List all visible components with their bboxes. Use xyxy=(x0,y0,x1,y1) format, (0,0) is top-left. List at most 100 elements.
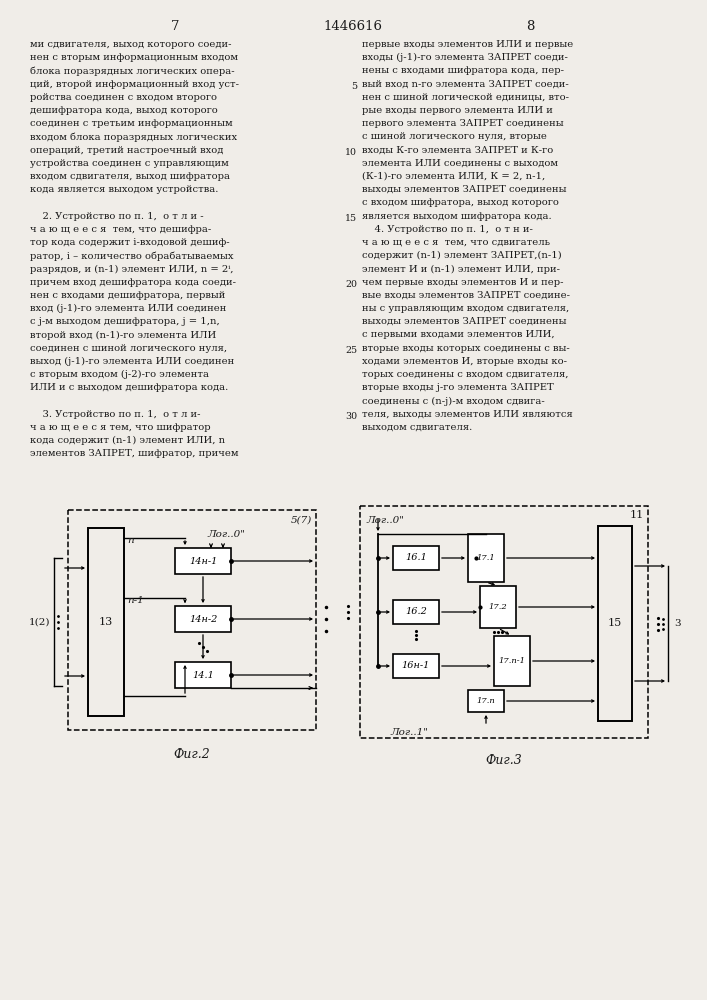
Text: вход (j-1)-го элемента ИЛИ соединен: вход (j-1)-го элемента ИЛИ соединен xyxy=(30,304,226,313)
Polygon shape xyxy=(393,546,439,570)
Text: выходом сдвигателя.: выходом сдвигателя. xyxy=(362,423,472,432)
Text: 25: 25 xyxy=(345,346,357,355)
Text: 13: 13 xyxy=(99,617,113,627)
Text: 8: 8 xyxy=(526,20,534,33)
Text: 2. Устройство по п. 1,  о т л и -: 2. Устройство по п. 1, о т л и - xyxy=(30,212,204,221)
Text: 7: 7 xyxy=(171,20,180,33)
Text: ИЛИ и с выходом дешифратора кода.: ИЛИ и с выходом дешифратора кода. xyxy=(30,383,228,392)
Text: n: n xyxy=(127,536,134,545)
Text: кода является выходом устройства.: кода является выходом устройства. xyxy=(30,185,218,194)
Text: вые входы элементов ЗАПРЕТ соедине-: вые входы элементов ЗАПРЕТ соедине- xyxy=(362,291,570,300)
Text: причем вход дешифратора кода соеди-: причем вход дешифратора кода соеди- xyxy=(30,278,236,287)
Text: ходами элементов И, вторые входы ко-: ходами элементов И, вторые входы ко- xyxy=(362,357,567,366)
Text: нены с входами шифратора кода, пер-: нены с входами шифратора кода, пер- xyxy=(362,66,564,75)
Polygon shape xyxy=(494,636,530,686)
Text: нен с вторым информационным входом: нен с вторым информационным входом xyxy=(30,53,238,62)
Text: ч а ю щ е е с я  тем, что сдвигатель: ч а ю щ е е с я тем, что сдвигатель xyxy=(362,238,550,247)
Text: 20: 20 xyxy=(345,280,357,289)
Polygon shape xyxy=(393,654,439,678)
Text: 17.n-1: 17.n-1 xyxy=(498,657,525,665)
Text: кода содержит (n-1) элемент ИЛИ, n: кода содержит (n-1) элемент ИЛИ, n xyxy=(30,436,225,445)
Text: вый вход n-го элемента ЗАПРЕТ соеди-: вый вход n-го элемента ЗАПРЕТ соеди- xyxy=(362,80,568,89)
Text: дешифратора кода, выход которого: дешифратора кода, выход которого xyxy=(30,106,218,115)
Text: 14н-1: 14н-1 xyxy=(189,556,217,566)
Text: первого элемента ЗАПРЕТ соединены: первого элемента ЗАПРЕТ соединены xyxy=(362,119,563,128)
Text: блока поразрядных логических опера-: блока поразрядных логических опера- xyxy=(30,66,235,76)
Polygon shape xyxy=(468,690,504,712)
Text: ч а ю щ е е с я  тем, что дешифра-: ч а ю щ е е с я тем, что дешифра- xyxy=(30,225,211,234)
Text: 16.2: 16.2 xyxy=(405,607,427,616)
Text: ройства соединен с входом второго: ройства соединен с входом второго xyxy=(30,93,217,102)
Text: Лог..0": Лог..0" xyxy=(366,516,404,525)
Text: устройства соединен с управляющим: устройства соединен с управляющим xyxy=(30,159,229,168)
Text: ций, второй информационный вход уст-: ций, второй информационный вход уст- xyxy=(30,80,239,89)
Text: 17.n: 17.n xyxy=(477,697,496,705)
Text: разрядов, и (n-1) элемент ИЛИ, n = 2ⁱ,: разрядов, и (n-1) элемент ИЛИ, n = 2ⁱ, xyxy=(30,264,233,274)
Text: элемент И и (n-1) элемент ИЛИ, при-: элемент И и (n-1) элемент ИЛИ, при- xyxy=(362,264,560,274)
Text: соединен с третьим информационным: соединен с третьим информационным xyxy=(30,119,233,128)
Text: Лог..0": Лог..0" xyxy=(207,530,245,539)
Text: с шиной логического нуля, вторые: с шиной логического нуля, вторые xyxy=(362,132,547,141)
Text: 17.2: 17.2 xyxy=(489,603,508,611)
Text: 10: 10 xyxy=(345,148,357,157)
Text: с вторым входом (j-2)-го элемента: с вторым входом (j-2)-го элемента xyxy=(30,370,209,379)
Text: ны с управляющим входом сдвигателя,: ны с управляющим входом сдвигателя, xyxy=(362,304,569,313)
Text: чем первые входы элементов И и пер-: чем первые входы элементов И и пер- xyxy=(362,278,563,287)
Text: (К-1)-го элемента ИЛИ, К = 2, n-1,: (К-1)-го элемента ИЛИ, К = 2, n-1, xyxy=(362,172,545,181)
Text: 3. Устройство по п. 1,  о т л и-: 3. Устройство по п. 1, о т л и- xyxy=(30,410,201,419)
Text: 17.1: 17.1 xyxy=(477,554,496,562)
Text: соединены с (n-j)-м входом сдвига-: соединены с (n-j)-м входом сдвига- xyxy=(362,396,545,406)
Text: вторые входы которых соединены с вы-: вторые входы которых соединены с вы- xyxy=(362,344,570,353)
Text: ми сдвигателя, выход которого соеди-: ми сдвигателя, выход которого соеди- xyxy=(30,40,231,49)
Text: 14.1: 14.1 xyxy=(192,670,214,680)
Polygon shape xyxy=(480,586,516,628)
Text: n-1: n-1 xyxy=(127,596,144,605)
Polygon shape xyxy=(175,662,231,688)
Text: 1(2): 1(2) xyxy=(28,617,50,626)
Text: 30: 30 xyxy=(345,412,357,421)
Text: ч а ю щ е е с я тем, что шифратор: ч а ю щ е е с я тем, что шифратор xyxy=(30,423,211,432)
Text: Фиг.2: Фиг.2 xyxy=(174,748,211,761)
Text: входы К-го элемента ЗАПРЕТ и К-го: входы К-го элемента ЗАПРЕТ и К-го xyxy=(362,146,554,155)
Text: 16.1: 16.1 xyxy=(405,554,427,562)
Text: 5: 5 xyxy=(351,82,357,91)
Text: 3: 3 xyxy=(674,619,681,628)
Text: соединен с шиной логического нуля,: соединен с шиной логического нуля, xyxy=(30,344,227,353)
Text: ратор, i – количество обрабатываемых: ратор, i – количество обрабатываемых xyxy=(30,251,233,261)
Text: первые входы элементов ИЛИ и первые: первые входы элементов ИЛИ и первые xyxy=(362,40,573,49)
Text: операций, третий настроечный вход: операций, третий настроечный вход xyxy=(30,146,223,155)
Text: элементов ЗАПРЕТ, шифратор, причем: элементов ЗАПРЕТ, шифратор, причем xyxy=(30,449,238,458)
Text: выходы элементов ЗАПРЕТ соединены: выходы элементов ЗАПРЕТ соединены xyxy=(362,185,566,194)
Text: 1446616: 1446616 xyxy=(324,20,382,33)
Text: элемента ИЛИ соединены с выходом: элемента ИЛИ соединены с выходом xyxy=(362,159,558,168)
Polygon shape xyxy=(393,600,439,624)
Text: торых соединены с входом сдвигателя,: торых соединены с входом сдвигателя, xyxy=(362,370,568,379)
Text: 5(7): 5(7) xyxy=(291,516,312,525)
Text: содержит (n-1) элемент ЗАПРЕТ,(n-1): содержит (n-1) элемент ЗАПРЕТ,(n-1) xyxy=(362,251,562,260)
Text: выход (j-1)-го элемента ИЛИ соединен: выход (j-1)-го элемента ИЛИ соединен xyxy=(30,357,234,366)
Text: является выходом шифратора кода.: является выходом шифратора кода. xyxy=(362,212,551,221)
Text: 11: 11 xyxy=(630,510,644,520)
Text: второй вход (n-1)-го элемента ИЛИ: второй вход (n-1)-го элемента ИЛИ xyxy=(30,330,216,340)
Polygon shape xyxy=(175,606,231,632)
Polygon shape xyxy=(468,534,504,582)
Text: входом сдвигателя, выход шифратора: входом сдвигателя, выход шифратора xyxy=(30,172,230,181)
Text: с первыми входами элементов ИЛИ,: с первыми входами элементов ИЛИ, xyxy=(362,330,554,339)
Text: нен с входами дешифратора, первый: нен с входами дешифратора, первый xyxy=(30,291,226,300)
Text: нен с шиной логической единицы, вто-: нен с шиной логической единицы, вто- xyxy=(362,93,569,102)
Text: 4. Устройство по п. 1,  о т н и-: 4. Устройство по п. 1, о т н и- xyxy=(362,225,533,234)
Text: 14н-2: 14н-2 xyxy=(189,614,217,624)
Text: входом блока поразрядных логических: входом блока поразрядных логических xyxy=(30,132,237,142)
Text: рые входы первого элемента ИЛИ и: рые входы первого элемента ИЛИ и xyxy=(362,106,553,115)
Text: 15: 15 xyxy=(608,618,622,629)
Text: вторые входы j-го элемента ЗАПРЕТ: вторые входы j-го элемента ЗАПРЕТ xyxy=(362,383,554,392)
Text: с входом шифратора, выход которого: с входом шифратора, выход которого xyxy=(362,198,559,207)
Text: тор кода содержит i-входовой дешиф-: тор кода содержит i-входовой дешиф- xyxy=(30,238,230,247)
Text: Лог..1": Лог..1" xyxy=(390,728,428,737)
Polygon shape xyxy=(175,548,231,574)
Text: 15: 15 xyxy=(345,214,357,223)
Text: 16н-1: 16н-1 xyxy=(402,662,430,670)
Text: входы (j-1)-го элемента ЗАПРЕТ соеди-: входы (j-1)-го элемента ЗАПРЕТ соеди- xyxy=(362,53,568,62)
Text: теля, выходы элементов ИЛИ являются: теля, выходы элементов ИЛИ являются xyxy=(362,410,573,419)
Text: Фиг.3: Фиг.3 xyxy=(486,754,522,767)
